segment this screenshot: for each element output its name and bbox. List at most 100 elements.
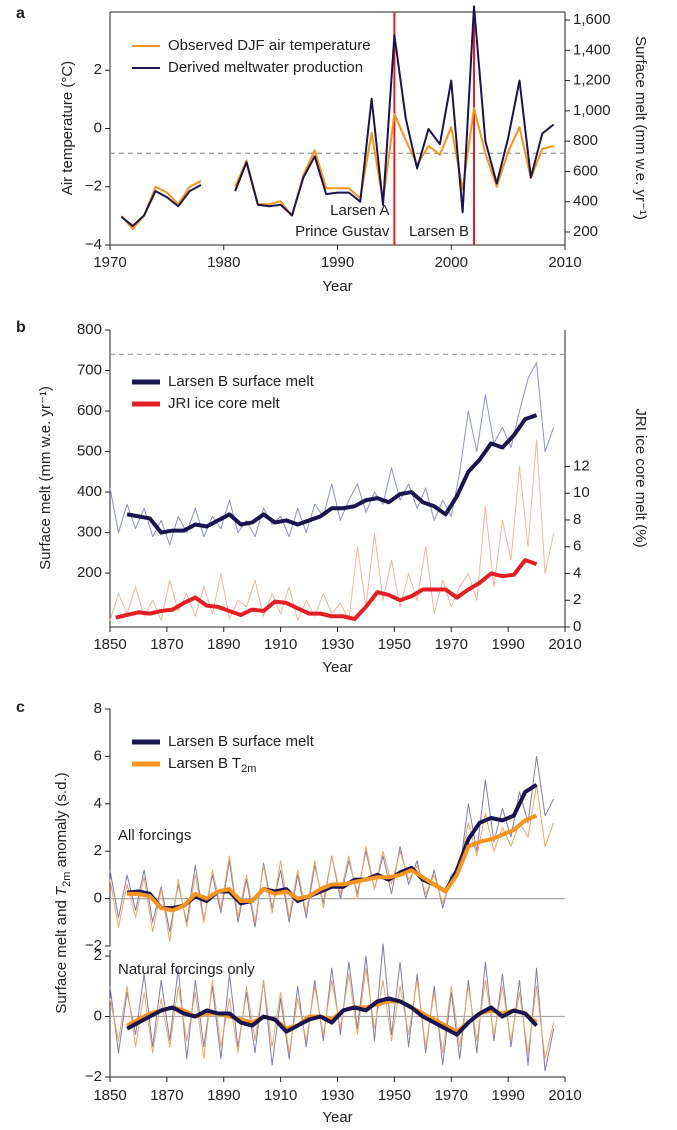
y-axis-label-part: Surface melt and: [53, 896, 70, 1014]
x-tick-label: 1970: [435, 636, 468, 653]
legend-text: Larsen B surface melt: [168, 373, 315, 390]
y-tick-label: 600: [77, 402, 102, 419]
y-tick-label: 2: [94, 842, 102, 859]
panel-label: a: [16, 5, 25, 22]
y-tick-label: 4: [94, 795, 102, 812]
y2-tick-label: 8: [573, 511, 581, 528]
x-tick-label: 1890: [207, 1087, 240, 1104]
y-tick-label: 0: [94, 1007, 102, 1024]
series-line: [109, 361, 555, 546]
legend-subscript: 2m: [241, 763, 256, 775]
y-tick-label: 800: [77, 321, 102, 338]
x-tick-label: 1990: [491, 1087, 524, 1104]
x-tick-label: 1970: [93, 254, 126, 271]
y-tick-label: 6: [94, 747, 102, 764]
x-tick-label: 1930: [321, 1087, 354, 1104]
x-tick-label: 2010: [548, 636, 581, 653]
y2-tick-label: 400: [573, 193, 598, 210]
y2-tick-label: 1,200: [573, 72, 611, 89]
y2-tick-label: 1,000: [573, 102, 611, 119]
series-line: [126, 996, 539, 1037]
y-tick-label: 200: [77, 564, 102, 581]
y2-tick-label: 200: [573, 223, 598, 240]
y-axis-label-part: anomaly (s.d.): [53, 772, 70, 871]
y-axis-label: Surface melt (mm w.e. yr⁻¹): [37, 386, 54, 570]
x-axis-label: Year: [322, 278, 352, 295]
y2-tick-label: 0: [573, 618, 581, 635]
legend-text: Larsen B surface melt: [168, 733, 315, 750]
legend-text: Observed DJF air temperature: [168, 37, 371, 54]
series-line: [126, 783, 538, 911]
series-line: [109, 439, 555, 621]
legend-text: Larsen B T: [168, 755, 241, 772]
event-label: Larsen B: [409, 223, 469, 240]
y-axis-label: Surface melt and T2m anomaly (s.d.): [53, 772, 73, 1013]
x-tick-label: 1990: [321, 254, 354, 271]
x-tick-label: 1910: [264, 636, 297, 653]
y-tick-label: 300: [77, 524, 102, 541]
y-tick-label: 0: [94, 890, 102, 907]
legend-label: JRI ice core melt: [168, 395, 281, 412]
legend-label: Derived meltwater production: [168, 59, 363, 76]
series-line: [126, 413, 538, 535]
y2-tick-label: 1,600: [573, 11, 611, 28]
legend-label: Larsen B surface melt: [168, 373, 315, 390]
legend-label: Larsen B surface melt: [168, 733, 315, 750]
x-tick-label: 1950: [378, 1087, 411, 1104]
series-line: [115, 558, 538, 621]
y-tick-label: 2: [94, 61, 102, 78]
panel-label: c: [16, 699, 25, 716]
legend-text: Derived meltwater production: [168, 59, 363, 76]
x-tick-label: 1910: [264, 1087, 297, 1104]
y2-tick-label: 1,400: [573, 41, 611, 58]
y-tick-label: 500: [77, 443, 102, 460]
x-tick-label: 2010: [548, 254, 581, 271]
x-tick-label: 1930: [321, 636, 354, 653]
y-tick-label: 700: [77, 361, 102, 378]
series-line: [127, 813, 538, 913]
annotation: Natural forcings only: [118, 961, 255, 978]
x-tick-label: 1870: [150, 636, 183, 653]
event-label: Larsen A: [330, 202, 389, 219]
x-tick-label: 1970: [435, 1087, 468, 1104]
y-axis-label: Air temperature (°C): [59, 61, 76, 195]
series-line: [109, 967, 555, 1060]
legend-label: Observed DJF air temperature: [168, 37, 371, 54]
panel-label: b: [16, 319, 26, 336]
x-tick-label: 1850: [93, 636, 126, 653]
series-line: [120, 5, 555, 227]
y2-tick-label: 4: [573, 564, 581, 581]
y-tick-label: −2: [85, 178, 102, 195]
y-tick-label: 2: [94, 947, 102, 964]
x-tick-label: 2000: [435, 254, 468, 271]
x-tick-label: 1870: [150, 1087, 183, 1104]
y2-tick-label: 800: [573, 132, 598, 149]
y-tick-label: −2: [85, 937, 102, 954]
x-tick-label: 1850: [93, 1087, 126, 1104]
y-tick-label: 400: [77, 483, 102, 500]
x-axis-label: Year: [322, 1109, 352, 1126]
y-axis-label-part: 2m: [61, 872, 73, 887]
annotation: All forcings: [118, 827, 191, 844]
x-tick-label: 1990: [491, 636, 524, 653]
x-tick-label: 1980: [207, 254, 240, 271]
x-tick-label: 1890: [207, 636, 240, 653]
x-axis-label: Year: [322, 659, 352, 676]
x-tick-label: 1950: [378, 636, 411, 653]
y2-tick-label: 12: [573, 457, 590, 474]
y-axis-label-part: T: [53, 885, 70, 896]
y2-tick-label: 600: [573, 162, 598, 179]
y-tick-label: −4: [85, 236, 102, 253]
y2-tick-label: 6: [573, 538, 581, 555]
y-tick-label: 8: [94, 700, 102, 717]
event-label: Prince Gustav: [295, 223, 390, 240]
y-tick-label: 0: [94, 119, 102, 136]
series-line: [109, 784, 555, 942]
legend-text: JRI ice core melt: [168, 395, 281, 412]
y-tick-label: −2: [85, 1068, 102, 1085]
y2-tick-label: 2: [573, 591, 581, 608]
y2-axis-label: Surface melt (mm w.e. yr⁻¹): [632, 36, 649, 220]
x-tick-label: 2010: [548, 1087, 581, 1104]
y2-tick-label: 10: [573, 484, 590, 501]
